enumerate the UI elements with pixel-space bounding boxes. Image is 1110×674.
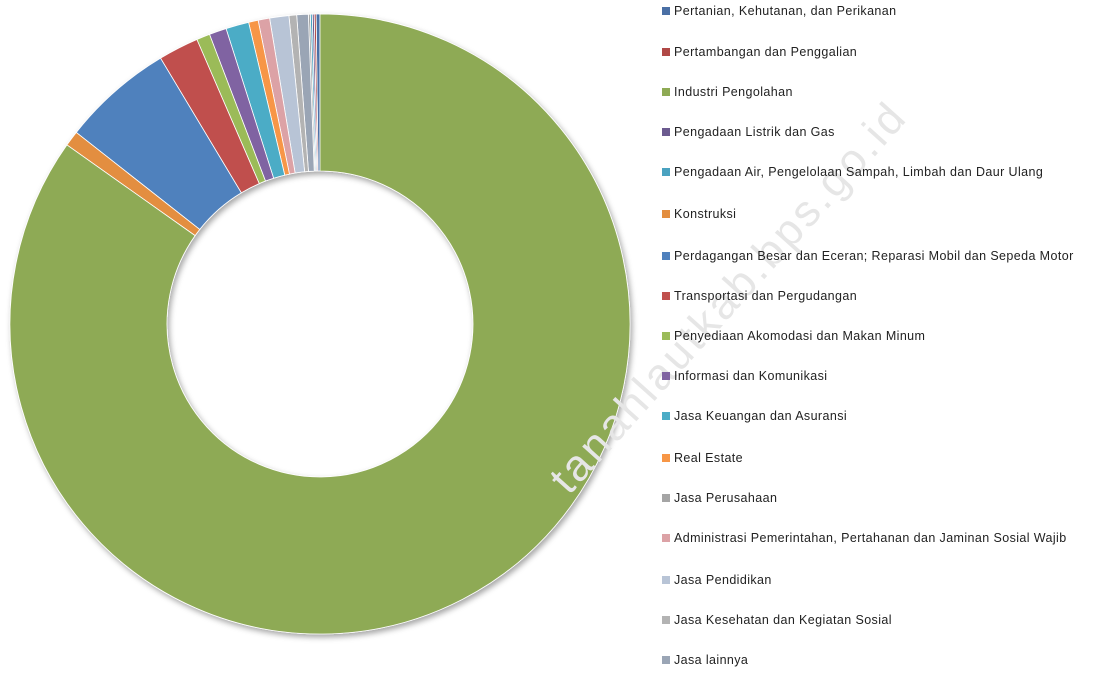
legend-label: Pengadaan Air, Pengelolaan Sampah, Limba…: [674, 165, 1044, 179]
legend-swatch: [662, 494, 670, 502]
legend-swatch: [662, 88, 670, 96]
legend-swatch: [662, 616, 670, 624]
legend-label: Penyediaan Akomodasi dan Makan Minum: [674, 329, 926, 343]
legend-swatch: [662, 412, 670, 420]
legend-item: Konstruksi: [662, 207, 1092, 222]
legend-swatch: [662, 48, 670, 56]
legend-swatch: [662, 210, 670, 218]
legend-item: Pengadaan Listrik dan Gas: [662, 125, 1092, 140]
legend-label: Pertambangan dan Penggalian: [674, 45, 858, 59]
legend-label: Industri Pengolahan: [674, 85, 793, 99]
legend-swatch: [662, 168, 670, 176]
legend-item: Pertanian, Kehutanan, dan Perikanan: [662, 4, 1092, 19]
legend-swatch: [662, 128, 670, 136]
legend-item: Industri Pengolahan: [662, 85, 1092, 100]
legend-swatch: [662, 252, 670, 260]
legend-label: Jasa Pendidikan: [674, 573, 772, 587]
legend-label: Pertanian, Kehutanan, dan Perikanan: [674, 4, 897, 18]
legend-swatch: [662, 292, 670, 300]
legend-item: Pengadaan Air, Pengelolaan Sampah, Limba…: [662, 165, 1092, 180]
legend-item: Pertambangan dan Penggalian: [662, 45, 1092, 60]
legend-label: Konstruksi: [674, 207, 737, 221]
doughnut-chart: [9, 13, 631, 635]
legend-item: Jasa Kesehatan dan Kegiatan Sosial: [662, 613, 1092, 628]
legend-label: Jasa Kesehatan dan Kegiatan Sosial: [674, 613, 892, 627]
legend-swatch: [662, 372, 670, 380]
legend-item: Jasa Perusahaan: [662, 491, 1092, 506]
legend-label: Perdagangan Besar dan Eceran; Reparasi M…: [674, 249, 1074, 263]
legend-swatch: [662, 576, 670, 584]
legend-label: Jasa Perusahaan: [674, 491, 778, 505]
legend-item: Real Estate: [662, 451, 1092, 466]
legend-label: Jasa lainnya: [674, 653, 749, 667]
legend-item: Informasi dan Komunikasi: [662, 369, 1092, 384]
legend-label: Pengadaan Listrik dan Gas: [674, 125, 835, 139]
legend-item: Perdagangan Besar dan Eceran; Reparasi M…: [662, 249, 1092, 264]
legend-swatch: [662, 656, 670, 664]
legend-swatch: [662, 7, 670, 15]
legend-label: Transportasi dan Pergudangan: [674, 289, 858, 303]
legend-label: Administrasi Pemerintahan, Pertahanan da…: [674, 531, 1067, 545]
legend-item: Jasa Keuangan dan Asuransi: [662, 409, 1092, 424]
legend-label: Jasa Keuangan dan Asuransi: [674, 409, 848, 423]
legend-item: Jasa Pendidikan: [662, 573, 1092, 588]
legend-swatch: [662, 534, 670, 542]
legend-label: Informasi dan Komunikasi: [674, 369, 828, 383]
legend-swatch: [662, 332, 670, 340]
legend-swatch: [662, 454, 670, 462]
legend-item: Jasa lainnya: [662, 653, 1092, 668]
legend-item: Administrasi Pemerintahan, Pertahanan da…: [662, 531, 1092, 546]
legend-label: Real Estate: [674, 451, 744, 465]
legend-item: Penyediaan Akomodasi dan Makan Minum: [662, 329, 1092, 344]
slice-2: [9, 13, 631, 635]
legend-item: Transportasi dan Pergudangan: [662, 289, 1092, 304]
